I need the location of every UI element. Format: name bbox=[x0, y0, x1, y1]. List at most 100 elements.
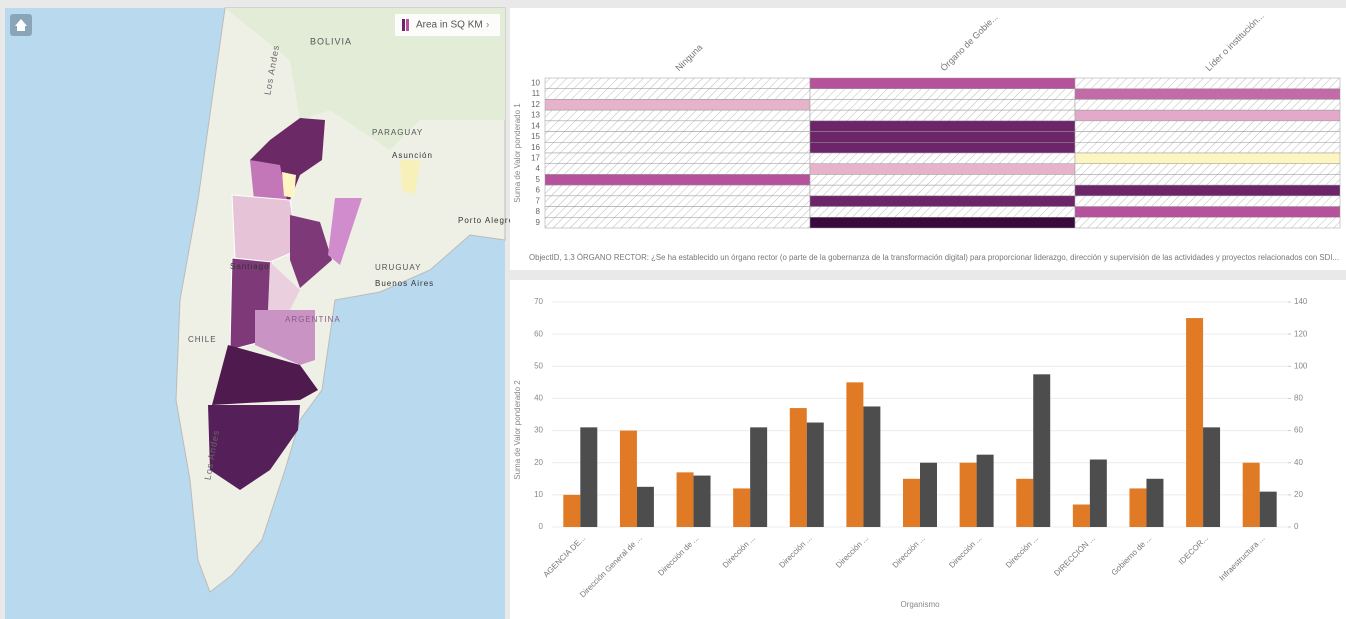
heat-cell bbox=[809, 77, 1076, 89]
map-label: Buenos Aires bbox=[375, 279, 434, 288]
y-tick-label: 0 bbox=[539, 522, 544, 531]
y2-tick-label: 120 bbox=[1294, 329, 1308, 338]
y-tick-label: 70 bbox=[534, 297, 543, 306]
y-tick-label: 10 bbox=[534, 490, 543, 499]
heat-cell bbox=[809, 142, 1076, 154]
empty-cell bbox=[1074, 217, 1341, 229]
legend-swatch bbox=[402, 19, 405, 31]
bar bbox=[563, 494, 581, 527]
map-label: BOLIVIA bbox=[310, 36, 352, 46]
heat-cell bbox=[544, 174, 811, 186]
row-label: 7 bbox=[536, 196, 541, 205]
bar bbox=[1129, 488, 1147, 527]
map-label: PARAGUAY bbox=[372, 128, 423, 137]
y2-tick-label: 20 bbox=[1294, 490, 1303, 499]
empty-cell bbox=[1074, 131, 1341, 143]
heat-cell bbox=[809, 163, 1076, 175]
empty-cell bbox=[1074, 174, 1341, 186]
map-label: ARGENTINA bbox=[285, 315, 341, 324]
y-axis-label: Suma de Valor ponderado 2 bbox=[513, 380, 522, 480]
bar bbox=[863, 406, 881, 527]
empty-cell bbox=[544, 131, 811, 143]
province bbox=[282, 172, 296, 198]
map-label: Porto Alegre bbox=[458, 216, 514, 225]
map-panel: Area in SQ KM › BOLIVIA PARAGUAY Asunción P… bbox=[5, 7, 514, 619]
bolivia-area bbox=[225, 8, 505, 150]
row-label: 13 bbox=[531, 111, 540, 120]
row-label: 11 bbox=[532, 89, 541, 98]
bar bbox=[619, 430, 637, 527]
empty-cell bbox=[544, 109, 811, 122]
heat-cell bbox=[1074, 88, 1341, 100]
bar bbox=[1259, 491, 1277, 527]
bar bbox=[789, 408, 807, 527]
y-axis-label: Suma de Valor ponderado 1 bbox=[513, 103, 522, 203]
bar bbox=[750, 427, 768, 527]
y-tick-label: 60 bbox=[534, 329, 543, 338]
province bbox=[208, 405, 300, 490]
x-axis-label: Organismo bbox=[900, 600, 940, 609]
empty-cell bbox=[1074, 142, 1341, 154]
footnote: ObjectID, 1.3 ÓRGANO RECTOR: ¿Se ha esta… bbox=[529, 253, 1339, 262]
heat-cell bbox=[1074, 206, 1341, 218]
empty-cell bbox=[809, 206, 1076, 218]
y2-tick-label: 60 bbox=[1294, 426, 1303, 435]
empty-cell bbox=[809, 184, 1076, 197]
bar bbox=[1203, 427, 1221, 527]
province bbox=[328, 198, 362, 265]
y-tick-label: 40 bbox=[534, 394, 543, 403]
empty-cell bbox=[1074, 195, 1341, 207]
bar bbox=[1089, 459, 1107, 527]
empty-cell bbox=[1074, 163, 1341, 175]
bar bbox=[1016, 478, 1034, 527]
heat-cell bbox=[1074, 109, 1341, 122]
y-tick-label: 50 bbox=[534, 361, 543, 370]
empty-cell bbox=[809, 88, 1076, 100]
heat-cell bbox=[809, 120, 1076, 132]
home-icon bbox=[15, 19, 27, 31]
empty-cell bbox=[544, 163, 811, 175]
province bbox=[400, 160, 420, 195]
empty-cell bbox=[544, 88, 811, 100]
province bbox=[212, 345, 318, 405]
empty-cell bbox=[544, 77, 811, 89]
empty-cell bbox=[1074, 120, 1341, 132]
empty-cell bbox=[544, 120, 811, 132]
bar bbox=[846, 382, 864, 527]
row-label: 16 bbox=[531, 143, 540, 152]
legend-arrow: › bbox=[486, 20, 489, 31]
bar bbox=[1072, 504, 1090, 527]
row-label: 12 bbox=[531, 100, 540, 109]
heat-cell bbox=[809, 195, 1076, 207]
empty-cell bbox=[809, 152, 1076, 164]
province bbox=[255, 310, 315, 365]
province bbox=[290, 215, 332, 288]
bar bbox=[733, 488, 751, 527]
row-label: 5 bbox=[536, 175, 541, 184]
y2-tick-label: 140 bbox=[1294, 297, 1308, 306]
row-label: 9 bbox=[536, 218, 541, 227]
empty-cell bbox=[544, 217, 811, 229]
bar bbox=[1186, 318, 1204, 527]
y2-tick-label: 80 bbox=[1294, 394, 1303, 403]
row-label: 10 bbox=[531, 78, 540, 87]
bar bbox=[920, 462, 937, 527]
legend-button[interactable] bbox=[395, 14, 500, 36]
bar bbox=[1033, 374, 1051, 527]
row-label: 4 bbox=[536, 164, 541, 173]
legend-label: Area in SQ KM bbox=[416, 20, 483, 31]
empty-cell bbox=[544, 152, 811, 164]
bar bbox=[693, 475, 711, 527]
bar bbox=[976, 454, 994, 527]
empty-cell bbox=[544, 142, 811, 154]
legend-swatch bbox=[406, 19, 409, 31]
map-label: URUGUAY bbox=[375, 263, 421, 272]
bar bbox=[1242, 462, 1260, 527]
bar bbox=[1146, 478, 1164, 527]
heat-cell bbox=[809, 217, 1076, 229]
map-label: Asunción bbox=[392, 151, 433, 160]
row-label: 6 bbox=[536, 186, 541, 195]
heat-cell bbox=[809, 131, 1076, 143]
heat-cell bbox=[1074, 152, 1341, 164]
map-label: Santiago bbox=[230, 262, 270, 271]
